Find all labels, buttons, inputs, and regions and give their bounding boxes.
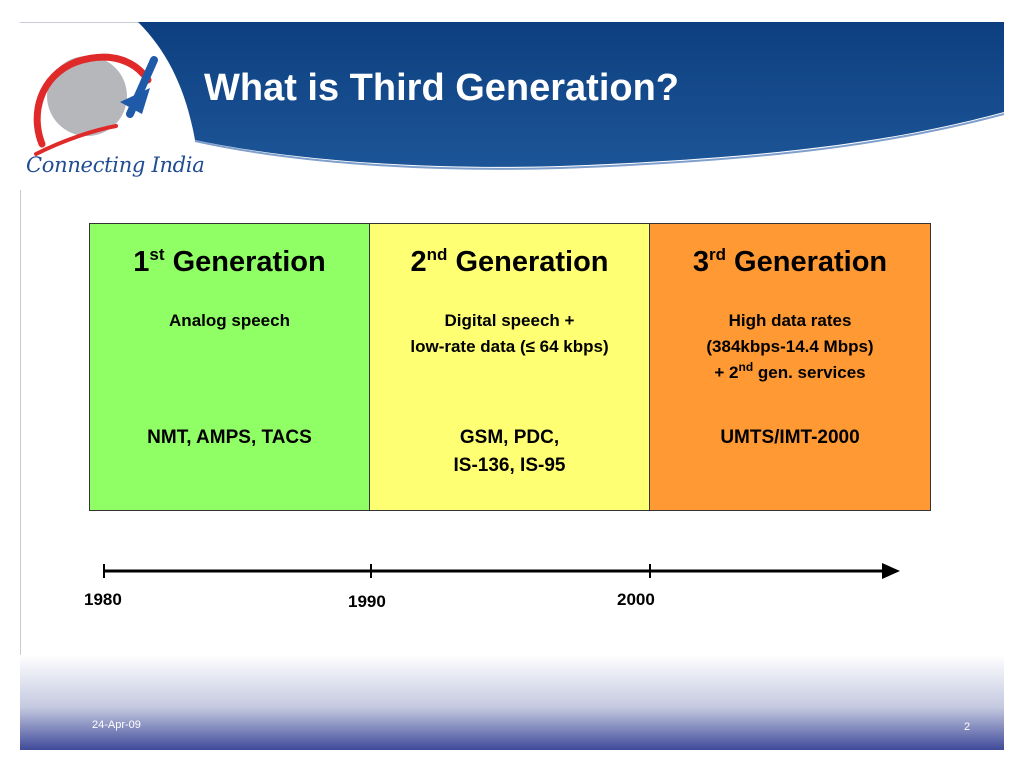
header-band — [138, 22, 1005, 170]
generation-systems: UMTS/IMT-2000 — [720, 427, 860, 448]
generation-heading: 1st Generation — [133, 245, 326, 278]
generation-heading: 2nd Generation — [410, 245, 609, 278]
footer-date: 24-Apr-09 — [92, 719, 141, 731]
generation-table: 1st Generation Analog speech NMT, AMPS, … — [89, 223, 931, 511]
page-title: What is Third Generation? — [204, 67, 680, 109]
generation-column-2: 2nd Generation Digital speech + low-rate… — [370, 224, 650, 510]
year-label-1980: 1980 — [84, 590, 122, 609]
logo — [33, 53, 158, 156]
generation-description: High data rates (384kbps-14.4 Mbps) + 2n… — [706, 311, 874, 382]
year-label-2000: 2000 — [617, 590, 655, 609]
footer-band — [20, 655, 1004, 750]
generation-systems: GSM, PDC, IS-136, IS-95 — [453, 427, 566, 476]
slide-number: 2 — [964, 721, 971, 733]
generation-description: Analog speech — [169, 311, 290, 330]
frame-line — [20, 190, 21, 660]
generation-heading: 3rd Generation — [692, 245, 888, 278]
frame-line — [20, 22, 140, 23]
year-label-1990: 1990 — [348, 592, 386, 611]
generation-description: Digital speech + low-rate data (≤ 64 kbp… — [410, 311, 609, 356]
timeline-axis — [103, 563, 900, 579]
generation-column-1: 1st Generation Analog speech NMT, AMPS, … — [90, 224, 370, 510]
logo-text: Connecting India — [26, 153, 205, 177]
generation-systems: NMT, AMPS, TACS — [147, 427, 312, 448]
generation-column-3: 3rd Generation High data rates (384kbps-… — [650, 224, 930, 510]
